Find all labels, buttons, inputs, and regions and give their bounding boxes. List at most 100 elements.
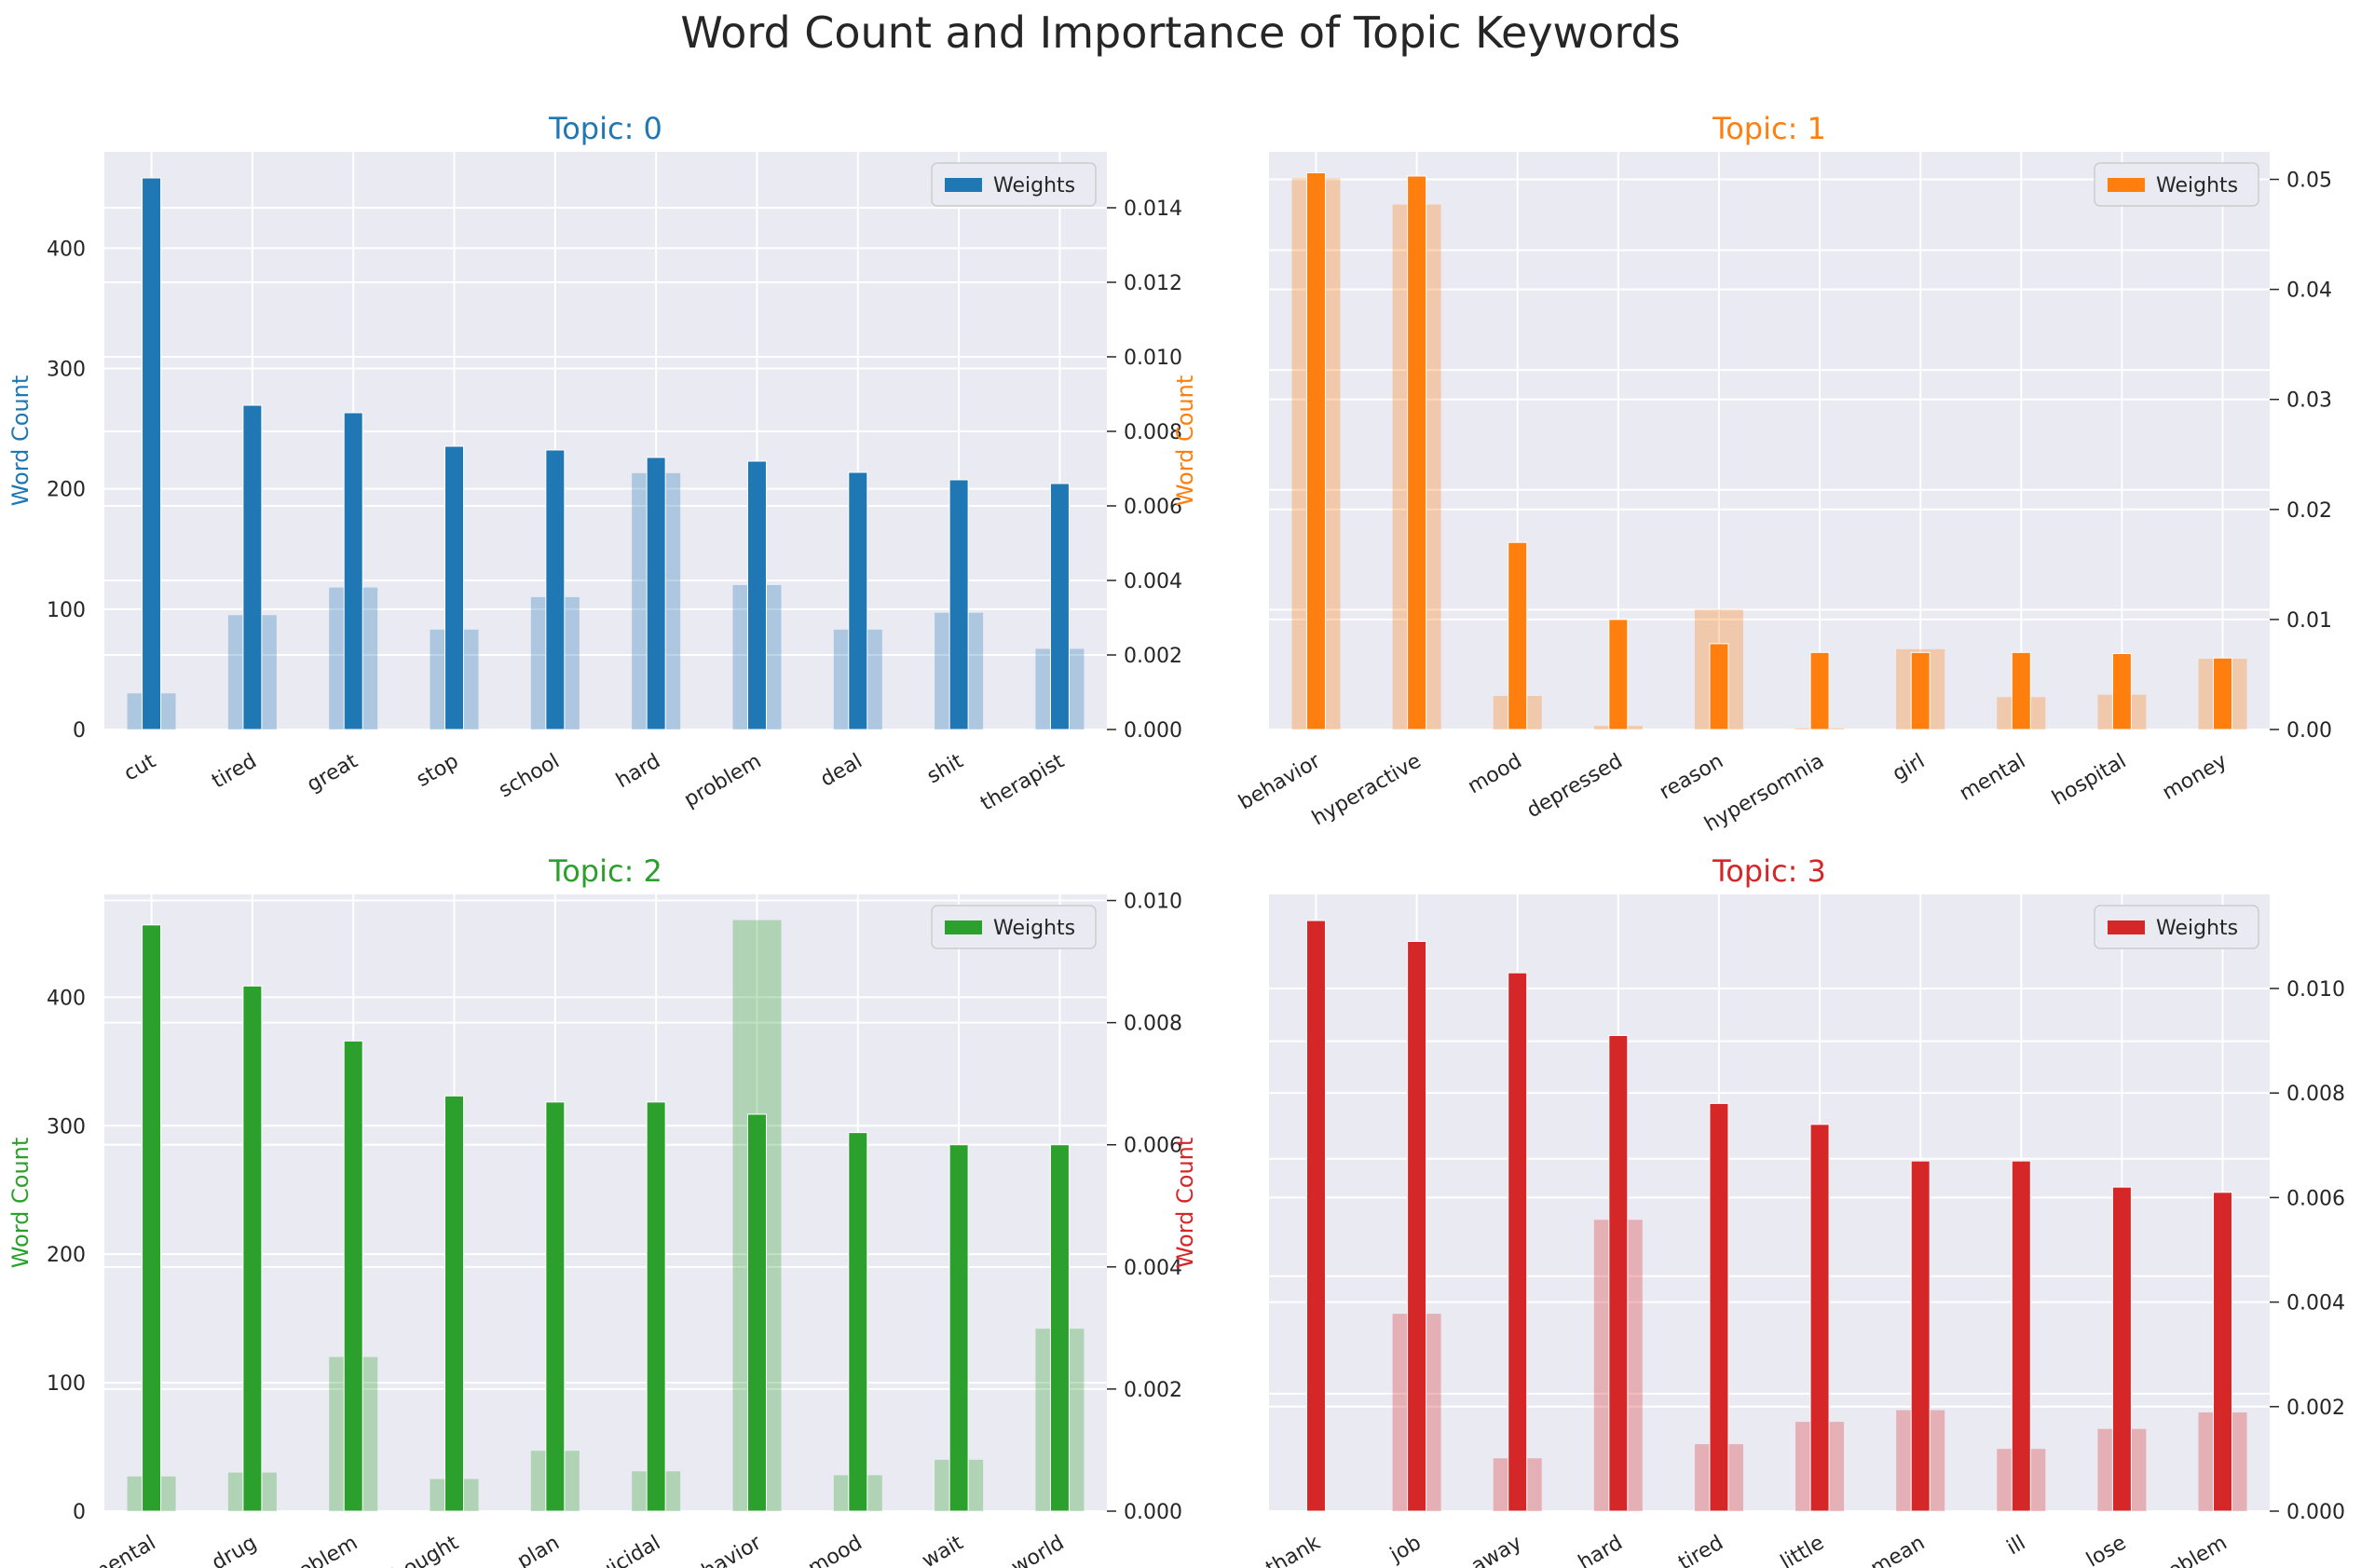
- weight-bar: [1508, 541, 1528, 730]
- y-tick-label: 100: [47, 599, 86, 622]
- y2-tick-label: 0.004: [1124, 1257, 1182, 1280]
- weight-bar: [545, 449, 566, 730]
- x-tick-label: world: [1007, 1532, 1068, 1568]
- x-tick-label: great: [303, 749, 362, 797]
- x-tick-label: behavior: [1235, 749, 1325, 814]
- weight-bar: [444, 1095, 465, 1512]
- y2-tick-label: 0.000: [1124, 1501, 1182, 1524]
- chart-panel-2: Topic: 2 Word Count 0 100 200 300 400 0.000 0.00…: [7, 853, 1182, 1568]
- legend-label: Weights: [2156, 174, 2238, 198]
- chart-title: Topic: 1: [1712, 111, 1826, 146]
- x-tick-label: ill: [2003, 1532, 2029, 1561]
- weight-bar: [948, 1144, 969, 1512]
- weight-bar: [1049, 483, 1070, 730]
- y2-tick-label: 0.012: [1124, 272, 1182, 295]
- y2-tick-label: 0.05: [2286, 170, 2332, 193]
- weight-bar: [646, 457, 666, 730]
- y2-tick-label: 0.004: [2286, 1292, 2345, 1316]
- weight-bar: [2011, 651, 2031, 730]
- x-tick-label: reason: [1656, 750, 1727, 805]
- y-tick-label: 400: [47, 238, 86, 261]
- x-tick-label: hyperactive: [1308, 750, 1425, 831]
- x-tick-label: hospital: [2048, 750, 2130, 811]
- weight-bar: [1910, 651, 1931, 730]
- legend-box: [2094, 905, 2259, 949]
- x-tick-label: school: [495, 750, 564, 803]
- y-tick-label: 200: [47, 479, 86, 502]
- weight-bar: [444, 445, 465, 730]
- x-tick-label: money: [2159, 750, 2231, 805]
- weight-bar: [2213, 657, 2233, 730]
- plot-background: [1269, 152, 2270, 729]
- x-tick-label: problem: [2146, 1532, 2231, 1568]
- y2-tick-label: 0.010: [1124, 347, 1182, 370]
- y2-tick-label: 0.010: [2286, 978, 2345, 1002]
- weight-bar: [2111, 653, 2132, 730]
- legend-swatch: [945, 178, 982, 192]
- y2-tick-label: 0.006: [1124, 1135, 1182, 1158]
- y-tick-label: 0: [73, 1501, 86, 1524]
- legend-box: [931, 162, 1097, 207]
- y2-tick-label: 0.002: [1124, 1379, 1182, 1402]
- y-axis-label: Word Count: [1172, 375, 1198, 507]
- chart-title: Topic: 0: [548, 111, 662, 146]
- x-tick-label: hard: [612, 750, 664, 794]
- x-tick-label: job: [1385, 1532, 1425, 1568]
- weight-bar: [948, 479, 969, 730]
- x-tick-label: mood: [804, 1532, 866, 1568]
- weight-bar: [1305, 920, 1326, 1512]
- y-axis-label: Word Count: [7, 1138, 34, 1269]
- x-tick-label: suicidal: [586, 1532, 665, 1568]
- chart-title: Topic: 3: [1712, 853, 1826, 889]
- weight-bar: [343, 1040, 363, 1512]
- x-tick-label: hard: [1575, 1532, 1627, 1568]
- weight-bar: [142, 924, 162, 1512]
- weight-bar: [646, 1101, 666, 1512]
- y-tick-label: 400: [47, 987, 86, 1010]
- y-axis-label: Word Count: [1172, 1138, 1198, 1269]
- x-tick-label: girl: [1889, 750, 1929, 786]
- x-tick-label: thank: [1262, 1531, 1325, 1568]
- y2-tick-label: 0.006: [1124, 496, 1182, 519]
- weight-bar: [1608, 619, 1629, 730]
- x-tick-label: away: [1467, 1532, 1526, 1568]
- y2-tick-label: 0.014: [1124, 198, 1182, 221]
- x-tick-label: mental: [86, 1532, 159, 1568]
- y-tick-label: 100: [47, 1372, 86, 1396]
- y-tick-label: 300: [47, 359, 86, 382]
- y2-tick-label: 0.03: [2286, 389, 2332, 413]
- y2-tick-label: 0.008: [2286, 1083, 2345, 1106]
- chart-panel-1: Topic: 1 Word Count 0.00 0.01 0.02 0.03 0.04 0.…: [1172, 111, 2332, 837]
- weight-bar: [746, 1113, 767, 1512]
- weight-bar: [1809, 1124, 1830, 1512]
- y2-tick-label: 0.00: [2286, 719, 2332, 743]
- x-tick-label: deal: [817, 750, 867, 792]
- page-title: Word Count and Importance of Topic Keywo…: [680, 7, 1681, 58]
- x-tick-label: problem: [680, 750, 765, 812]
- y-axis-label: Word Count: [7, 375, 34, 507]
- weight-bar: [1709, 643, 1729, 730]
- weight-bar: [2213, 1192, 2233, 1512]
- y2-tick-label: 0.04: [2286, 280, 2332, 303]
- y-tick-label: 200: [47, 1244, 86, 1267]
- weight-bar: [1508, 972, 1528, 1512]
- x-tick-label: plan: [513, 1532, 564, 1568]
- legend-box: [2094, 162, 2259, 207]
- x-tick-label: mental: [1956, 750, 2029, 806]
- legend-swatch: [2108, 178, 2145, 192]
- legend-box: [931, 905, 1097, 949]
- weight-bar: [2011, 1160, 2031, 1512]
- x-tick-label: lose: [2082, 1532, 2130, 1568]
- weight-bar: [1809, 651, 1830, 730]
- y-tick-label: 300: [47, 1115, 86, 1139]
- y-tick-label: 0: [73, 719, 86, 743]
- weight-bar: [848, 1132, 868, 1512]
- weight-bar: [1407, 940, 1427, 1512]
- x-tick-label: cut: [120, 749, 160, 785]
- weight-bar: [1049, 1144, 1070, 1512]
- legend-swatch: [2108, 920, 2145, 934]
- weight-bar: [1709, 1102, 1729, 1512]
- y2-tick-label: 0.000: [1124, 719, 1182, 743]
- weight-bar: [1608, 1034, 1629, 1512]
